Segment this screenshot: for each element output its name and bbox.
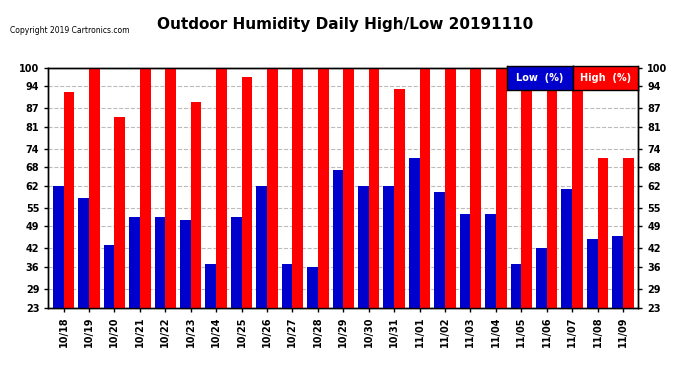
Bar	[612, 236, 623, 308]
Text: High  (%): High (%)	[580, 73, 631, 83]
Bar	[409, 158, 420, 308]
Bar	[344, 68, 354, 308]
Bar	[460, 214, 471, 308]
Bar	[521, 68, 532, 308]
Text: Low  (%): Low (%)	[516, 73, 564, 83]
Bar	[485, 214, 496, 308]
Bar	[267, 68, 277, 308]
Bar	[282, 264, 293, 308]
Bar	[115, 117, 125, 308]
Bar	[572, 77, 583, 308]
Bar	[241, 77, 253, 308]
Bar	[562, 189, 572, 308]
Bar	[333, 170, 344, 308]
Bar	[384, 186, 394, 308]
Text: Outdoor Humidity Daily High/Low 20191110: Outdoor Humidity Daily High/Low 20191110	[157, 17, 533, 32]
Bar	[546, 68, 558, 308]
Bar	[104, 245, 115, 308]
Bar	[318, 68, 328, 308]
Bar	[256, 186, 267, 308]
Bar	[78, 198, 89, 308]
Bar	[420, 68, 431, 308]
Bar	[206, 264, 216, 308]
Bar	[180, 220, 190, 308]
Bar	[587, 239, 598, 308]
Bar	[598, 158, 609, 308]
Bar	[216, 68, 227, 308]
Bar	[445, 68, 455, 308]
Bar	[155, 217, 166, 308]
Bar	[496, 68, 506, 308]
Bar	[394, 89, 405, 308]
Bar	[434, 192, 445, 308]
Bar	[307, 267, 318, 308]
Bar	[129, 217, 140, 308]
Bar	[231, 217, 241, 308]
Bar	[140, 68, 150, 308]
Bar	[471, 68, 481, 308]
Bar	[511, 264, 521, 308]
Bar	[63, 92, 75, 308]
Bar	[166, 68, 176, 308]
Bar	[53, 186, 63, 308]
Bar	[190, 102, 201, 308]
Bar	[368, 68, 380, 308]
Bar	[536, 248, 546, 308]
Bar	[358, 186, 368, 308]
Bar	[293, 68, 303, 308]
Bar	[623, 158, 633, 308]
Text: Copyright 2019 Cartronics.com: Copyright 2019 Cartronics.com	[10, 26, 130, 35]
Bar	[89, 68, 99, 308]
